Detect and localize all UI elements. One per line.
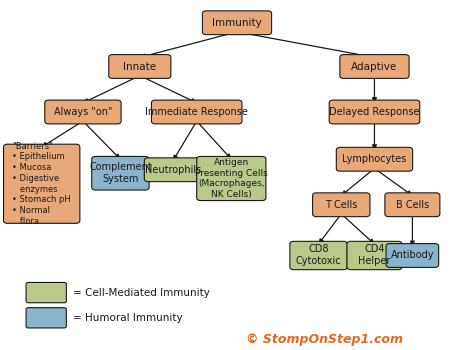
FancyBboxPatch shape xyxy=(202,11,272,35)
FancyBboxPatch shape xyxy=(313,193,370,217)
Text: Immediate Response: Immediate Response xyxy=(145,107,248,117)
FancyBboxPatch shape xyxy=(152,100,242,124)
Text: Antibody: Antibody xyxy=(391,251,434,260)
FancyBboxPatch shape xyxy=(144,158,201,182)
FancyBboxPatch shape xyxy=(290,241,347,270)
Text: Neutrophils: Neutrophils xyxy=(145,165,201,175)
Text: Innate: Innate xyxy=(123,62,156,71)
Text: Antigen
Presenting Cells
(Macrophages,
NK Cells): Antigen Presenting Cells (Macrophages, N… xyxy=(195,158,268,199)
FancyBboxPatch shape xyxy=(336,147,412,171)
FancyBboxPatch shape xyxy=(329,100,419,124)
Text: Delayed Response: Delayed Response xyxy=(329,107,419,117)
Text: Complement
System: Complement System xyxy=(89,162,152,184)
Text: CD8
Cytotoxic: CD8 Cytotoxic xyxy=(296,245,341,266)
Text: CD4
Helper: CD4 Helper xyxy=(358,245,391,266)
FancyBboxPatch shape xyxy=(3,144,80,223)
Text: = Cell-Mediated Immunity: = Cell-Mediated Immunity xyxy=(73,288,210,298)
Text: © StompOnStep1.com: © StompOnStep1.com xyxy=(246,333,403,346)
FancyBboxPatch shape xyxy=(347,241,402,270)
FancyBboxPatch shape xyxy=(26,308,66,328)
Text: Adaptive: Adaptive xyxy=(351,62,398,71)
Text: T Cells: T Cells xyxy=(325,200,357,210)
Text: B Cells: B Cells xyxy=(396,200,429,210)
FancyBboxPatch shape xyxy=(109,55,171,78)
Text: Lymphocytes: Lymphocytes xyxy=(342,154,407,164)
FancyBboxPatch shape xyxy=(92,156,149,190)
FancyBboxPatch shape xyxy=(340,55,409,78)
FancyBboxPatch shape xyxy=(197,156,266,201)
Text: Immunity: Immunity xyxy=(212,18,262,28)
FancyBboxPatch shape xyxy=(386,244,439,267)
Text: = Humoral Immunity: = Humoral Immunity xyxy=(73,313,182,323)
FancyBboxPatch shape xyxy=(385,193,440,217)
FancyBboxPatch shape xyxy=(26,282,66,303)
Text: "Barriers"
• Epithelium
• Mucosa
• Digestive
   enzymes
• Stomach pH
• Normal
  : "Barriers" • Epithelium • Mucosa • Diges… xyxy=(12,142,71,226)
FancyBboxPatch shape xyxy=(45,100,121,124)
Text: Always "on": Always "on" xyxy=(54,107,112,117)
